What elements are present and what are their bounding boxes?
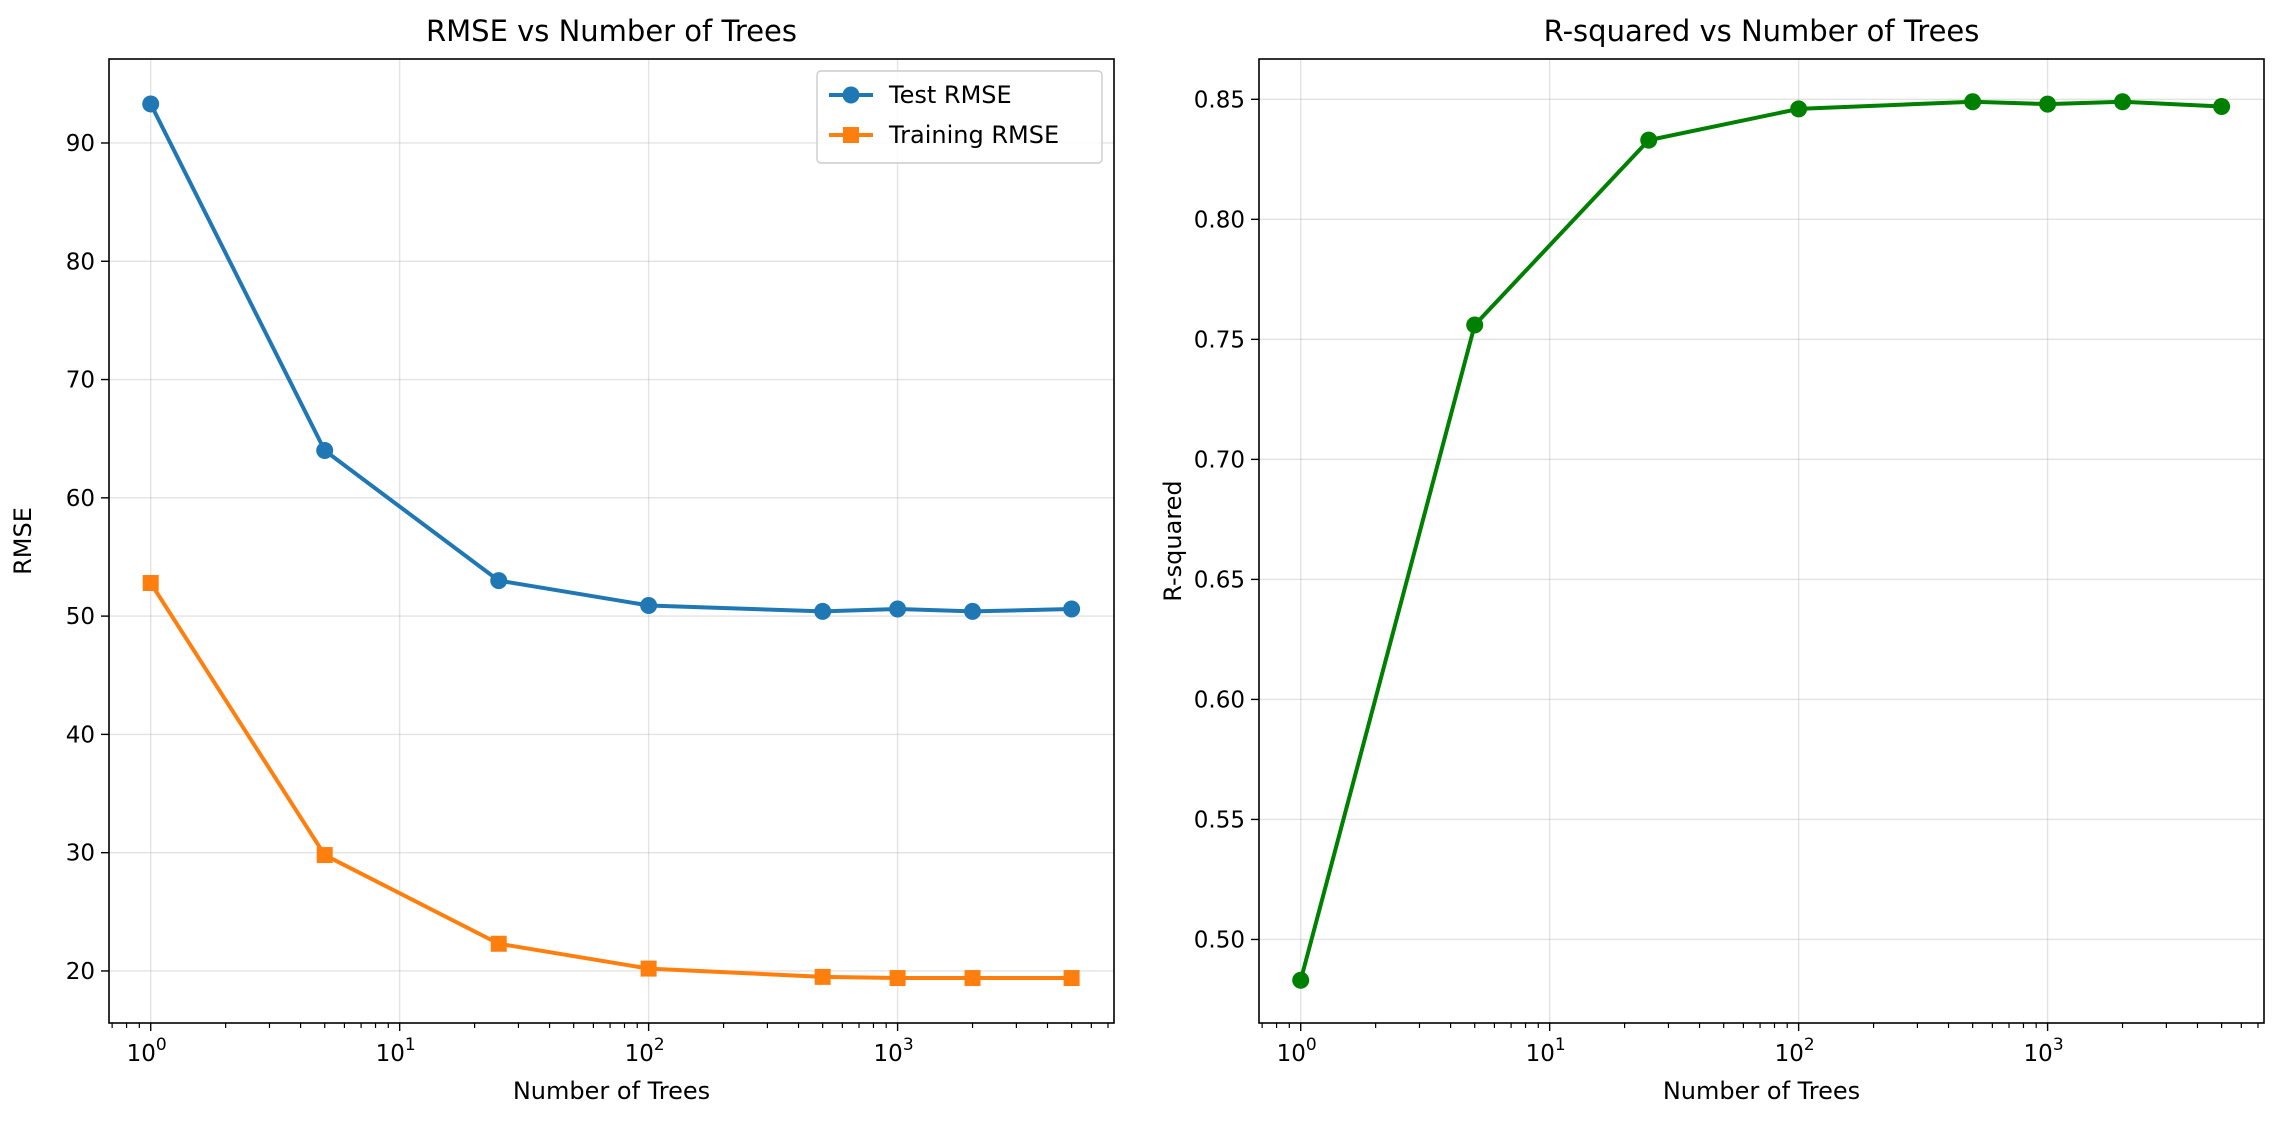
y-axis-label: RMSE <box>9 507 37 575</box>
y-tick-label: 80 <box>66 249 95 275</box>
y-tick-label: 0.55 <box>1194 807 1245 833</box>
y-tick-label: 0.60 <box>1194 687 1245 713</box>
legend-item: Training RMSE <box>829 121 1059 149</box>
legend-box <box>816 70 1103 164</box>
plot-frame <box>108 58 1115 1024</box>
y-tick-label: 0.70 <box>1194 447 1245 473</box>
x-tick-base: 10 <box>1277 1041 1306 1067</box>
y-axis-ticks: 0.50 0.55 0.60 0.65 0.70 0.75 0.80 0.85 <box>1194 87 1259 953</box>
gridlines <box>1259 59 2264 1023</box>
data-point-circle <box>316 442 334 460</box>
data-point-circle <box>964 602 982 620</box>
x-tick-base: 10 <box>127 1041 156 1067</box>
data-point-circle <box>1640 131 1658 149</box>
y-tick-label: 20 <box>66 959 95 985</box>
x-axis-label: Number of Trees <box>513 1077 710 1105</box>
data-point-circle <box>1466 316 1484 334</box>
data-point-square <box>640 960 657 977</box>
data-point-square <box>142 574 159 591</box>
data-point-circle <box>640 596 658 614</box>
legend-label: Training RMSE <box>888 121 1059 149</box>
data-point-square <box>889 970 906 987</box>
x-tick-exponent: 1 <box>405 1035 416 1055</box>
x-tick-exponent: 2 <box>654 1035 665 1055</box>
y-tick-label: 50 <box>66 604 95 630</box>
data-point-circle <box>814 602 832 620</box>
y-tick-label: 30 <box>66 841 95 867</box>
y-axis-label: R-squared <box>1159 480 1187 601</box>
x-tick-base: 10 <box>625 1041 654 1067</box>
data-point-square <box>490 935 507 952</box>
chart-title: R-squared vs Number of Trees <box>1544 14 1980 48</box>
chart-title: RMSE vs Number of Trees <box>426 14 797 48</box>
data-point-circle <box>1964 93 1982 111</box>
x-tick-exponent: 0 <box>1306 1035 1317 1055</box>
data-point-circle <box>2114 93 2132 111</box>
x-axis-label: Number of Trees <box>1663 1077 1860 1105</box>
data-point-circle <box>142 95 160 113</box>
x-tick-label: 101 <box>1526 1035 1566 1067</box>
x-tick-exponent: 2 <box>1804 1035 1815 1055</box>
gridlines <box>109 59 1114 1023</box>
legend-marker-square <box>843 127 859 143</box>
x-axis-ticks: 100 101 102 103 <box>1277 1023 2064 1067</box>
data-point-square <box>1063 970 1080 987</box>
x-tick-exponent: 3 <box>2053 1035 2064 1055</box>
x-tick-exponent: 0 <box>156 1035 167 1055</box>
plot-frame <box>1258 58 2265 1024</box>
x-tick-label: 100 <box>1277 1035 1317 1067</box>
data-point-circle <box>1063 600 1081 618</box>
data-point-circle <box>1790 100 1808 118</box>
y-tick-label: 0.75 <box>1194 327 1245 353</box>
x-tick-label: 102 <box>1775 1035 1815 1067</box>
data-point-square <box>814 968 831 985</box>
y-tick-label: 0.65 <box>1194 567 1245 593</box>
y-tick-label: 40 <box>66 722 95 748</box>
y-tick-label: 90 <box>66 131 95 157</box>
series-test-rmse <box>142 95 1081 620</box>
y-tick-label: 70 <box>66 368 95 394</box>
x-minor-ticks <box>1261 1023 2259 1028</box>
y-tick-label: 60 <box>66 486 95 512</box>
legend-item: Test RMSE <box>829 81 1012 109</box>
x-tick-label: 103 <box>2024 1035 2064 1067</box>
data-point-square <box>964 970 981 987</box>
data-point-circle <box>889 600 907 618</box>
data-point-circle <box>490 572 508 590</box>
series-r-squared <box>1292 93 2231 989</box>
x-tick-base: 10 <box>1775 1041 1804 1067</box>
legend-marker-circle <box>842 86 860 104</box>
x-tick-base: 10 <box>874 1041 903 1067</box>
x-tick-label: 100 <box>127 1035 167 1067</box>
y-axis-ticks: 20 30 40 50 60 70 80 90 <box>66 131 109 985</box>
y-tick-label: 0.85 <box>1194 87 1245 113</box>
y-tick-label: 0.80 <box>1194 207 1245 233</box>
data-point-circle <box>2039 95 2057 113</box>
series-line <box>1298 99 2222 981</box>
series-training-rmse <box>142 574 1080 987</box>
series-line <box>149 581 1072 981</box>
x-tick-base: 10 <box>2024 1041 2053 1067</box>
x-tick-label: 102 <box>625 1035 665 1067</box>
x-tick-label: 103 <box>874 1035 914 1067</box>
legend-label: Test RMSE <box>888 81 1012 109</box>
data-point-circle <box>1292 971 1310 989</box>
legend: Test RMSE Training RMSE <box>816 70 1103 164</box>
data-point-circle <box>2213 98 2231 116</box>
x-axis-ticks: 100 101 102 103 <box>127 1023 914 1067</box>
x-minor-ticks <box>111 1023 1109 1028</box>
x-tick-label: 101 <box>376 1035 416 1067</box>
r-squared-chart: 100 101 102 1030.500.550.600.650.700.750.80… <box>1159 14 2265 1105</box>
series-line <box>148 103 1072 614</box>
x-tick-base: 10 <box>376 1041 405 1067</box>
data-point-square <box>316 847 333 864</box>
y-tick-label: 0.50 <box>1194 927 1245 953</box>
x-tick-base: 10 <box>1526 1041 1555 1067</box>
x-tick-exponent: 1 <box>1555 1035 1566 1055</box>
x-tick-exponent: 3 <box>903 1035 914 1055</box>
